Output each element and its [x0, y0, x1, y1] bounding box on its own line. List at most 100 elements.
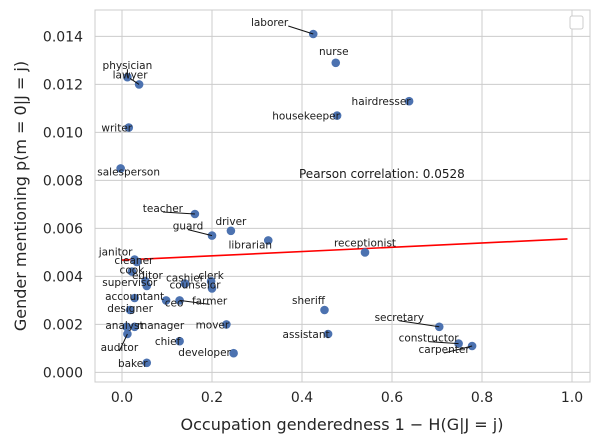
point-label-teacher: teacher	[143, 203, 184, 215]
point-carpenter	[467, 341, 477, 351]
y-tick-label: 0.002	[43, 317, 83, 333]
point-label-carpenter: carpenter	[418, 344, 470, 356]
point-label-farmer: farmer	[192, 295, 228, 307]
point-developer	[229, 348, 238, 358]
point-cook	[127, 267, 137, 276]
leader-line-constructor	[428, 341, 459, 345]
grid-lines	[95, 10, 590, 382]
point-mover	[222, 320, 231, 329]
point-label-supervisor: supervisor	[102, 277, 158, 289]
point-label-hairdresser: hairdresser	[352, 96, 412, 108]
leader-line-farmer	[179, 299, 210, 305]
y-tick-label: 0.010	[43, 125, 83, 141]
point-label-ceo: ceo	[165, 297, 184, 309]
y-tick-label: 0.014	[43, 29, 83, 45]
point-label-salesperson: salesperson	[97, 166, 160, 178]
point-label-laborer: laborer	[251, 17, 289, 29]
point-salesperson	[116, 164, 125, 173]
x-tick-label: 1.0	[561, 390, 583, 406]
leader-line-guard	[187, 229, 213, 237]
point-label-analyst: analyst	[105, 320, 143, 332]
point-cashier	[180, 279, 190, 288]
point-label-nurse: nurse	[319, 46, 349, 58]
point-writer	[124, 123, 134, 132]
point-label-writer: writer	[101, 123, 132, 135]
point-constructor	[454, 339, 463, 348]
point-label-janitor: janitor	[98, 247, 133, 259]
y-axis-label: Gender mentioning p(m = 0|J = j)	[11, 61, 30, 331]
point-label-guard: guard	[173, 221, 204, 233]
point-assistant	[323, 329, 333, 339]
legend-box	[569, 15, 584, 30]
leader-line-laborer	[288, 25, 314, 35]
point-manager	[130, 322, 139, 332]
point-housekeeper	[332, 111, 342, 120]
y-tick-label: 0.012	[43, 77, 83, 93]
point-label-librarian: librarian	[228, 239, 272, 251]
leader-line-secretary	[399, 320, 440, 328]
point-label-chief: chief	[155, 336, 181, 348]
point-analyst	[122, 322, 131, 332]
point-baker	[142, 358, 152, 368]
trend-line-group	[121, 238, 568, 261]
point-label-housekeeper: housekeeper	[272, 111, 340, 123]
points-group	[116, 29, 477, 368]
point-label-cook: cook	[120, 265, 146, 277]
point-designer	[125, 305, 135, 315]
point-label-baker: baker	[118, 358, 148, 370]
leader-line-lawyer	[129, 77, 140, 85]
y-tick-label: 0.000	[43, 365, 83, 381]
point-label-developer: developer	[178, 347, 231, 359]
point-librarian	[263, 236, 273, 245]
plot-frame	[94, 9, 591, 383]
plot-area	[95, 10, 590, 382]
point-label-physician: physician	[103, 60, 153, 72]
point-label-auditor: auditor	[101, 342, 139, 354]
point-label-receptionist: receptionist	[334, 237, 396, 249]
point-accountant	[130, 293, 139, 303]
x-tick-label: 0.8	[471, 390, 493, 406]
point-label-counselor: counselor	[169, 279, 221, 291]
point-label-cleaner: cleaner	[114, 255, 154, 267]
point-ceo	[161, 296, 171, 305]
point-label-cashier: cashier	[166, 273, 205, 285]
x-tick-label: 0.6	[381, 390, 403, 406]
point-sheriff	[320, 305, 329, 315]
point-cleaner	[132, 257, 142, 267]
point-label-driver: driver	[215, 216, 247, 228]
point-supervisor	[142, 281, 152, 291]
point-nurse	[331, 58, 341, 68]
pearson-annotation: Pearson correlation: 0.0528	[299, 167, 465, 181]
y-tick-label: 0.004	[43, 269, 83, 285]
point-label-secretary: secretary	[375, 312, 424, 324]
y-tick-label: 0.008	[43, 173, 83, 189]
point-driver	[226, 226, 236, 236]
point-label-assistant: assistant	[283, 329, 330, 341]
point-clerk	[206, 276, 216, 286]
point-label-accountant: accountant	[105, 291, 164, 303]
point-label-lawyer: lawyer	[113, 69, 149, 81]
y-tick-label: 0.006	[43, 221, 83, 237]
point-counselor	[207, 284, 217, 293]
point-hairdresser	[404, 96, 414, 106]
x-tick-label: 0.4	[291, 390, 313, 406]
x-tick-labels: 0.0 0.2 0.4 0.6 0.8 1.0	[111, 390, 583, 406]
point-label-manager: manager	[137, 320, 185, 332]
point-label-editor: editor	[132, 270, 164, 282]
y-tick-labels: 0.000 0.002 0.004 0.006 0.008 0.010 0.012 0.014	[43, 29, 83, 381]
x-axis-label: Occupation genderedness 1 − H(G|J = j)	[181, 415, 504, 434]
trend-line	[121, 238, 568, 261]
point-label-constructor: constructor	[399, 333, 460, 345]
leader-line-auditor	[118, 333, 128, 352]
leader-line-carpenter	[443, 345, 473, 354]
x-tick-label: 0.2	[201, 390, 223, 406]
point-chief	[175, 336, 184, 346]
point-receptionist	[360, 248, 370, 257]
point-label-sheriff: sheriff	[292, 295, 326, 307]
point-label-designer: designer	[107, 303, 153, 315]
point-label-clerk: clerk	[198, 270, 224, 282]
x-tick-label: 0.0	[111, 390, 133, 406]
leader-line-teacher	[162, 211, 195, 215]
